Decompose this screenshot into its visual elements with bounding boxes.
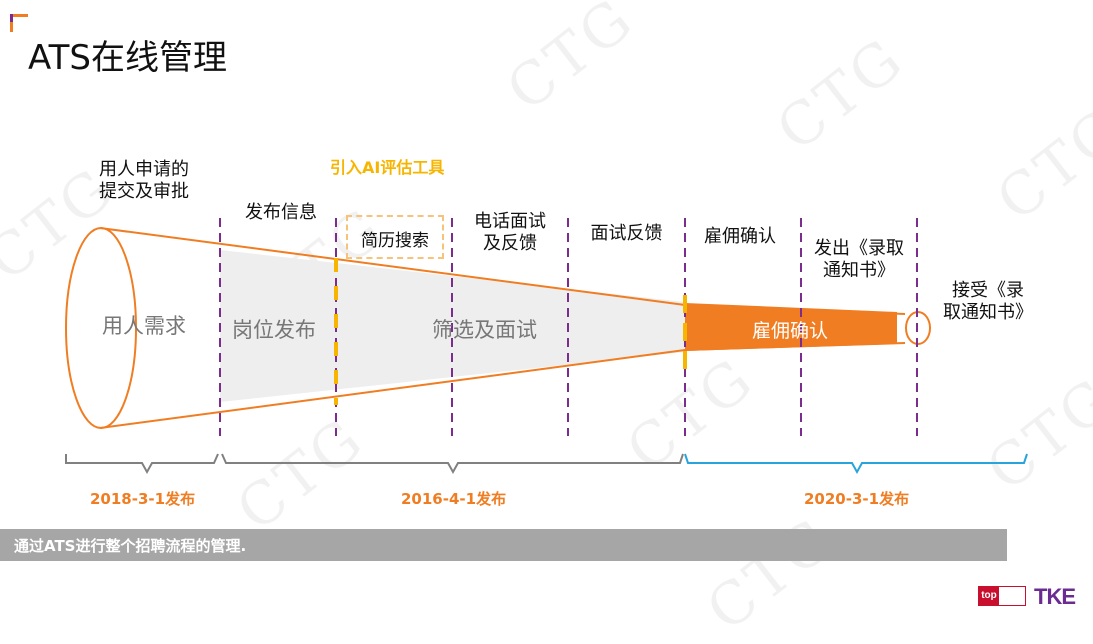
step-send-offer: 发出《录取 通知书》 <box>801 238 917 282</box>
step-apply: 用人申请的 提交及审批 <box>82 159 206 203</box>
step-apply-line1: 用人申请的 <box>99 159 189 180</box>
stage-hire: 雇佣确认 <box>752 320 829 342</box>
step-phone-interview-line1: 电话面试 <box>474 211 546 232</box>
bracket-2020 <box>684 453 1028 475</box>
step-send-offer-line2: 通知书》 <box>823 260 895 281</box>
step-accept-offer-line1: 接受《录 <box>952 280 1024 301</box>
funnel-diagram <box>65 218 1028 475</box>
resume-search-box <box>346 215 444 259</box>
bracket-2018 <box>65 453 219 475</box>
funnel-bottom-line <box>99 342 906 429</box>
release-2020: 2020-3-1发布 <box>804 490 910 508</box>
release-2018: 2018-3-1发布 <box>90 490 196 508</box>
step-apply-line2: 提交及审批 <box>99 181 189 202</box>
tke-logo: TKE <box>1034 584 1076 609</box>
page-title: ATS在线管理 <box>28 38 227 78</box>
summary-banner <box>0 529 1007 561</box>
step-resume-search: 简历搜索 <box>361 231 429 251</box>
ai-tool-label: 引入AI评估工具 <box>330 158 445 177</box>
step-accept-offer-line2: 取通知书》 <box>943 302 1033 323</box>
stage-post: 岗位发布 <box>232 318 316 342</box>
top-employer-logo: top <box>978 586 1026 606</box>
step-phone-interview-line2: 及反馈 <box>483 233 537 254</box>
corner-accent-purple <box>10 14 13 22</box>
corner-accent <box>10 14 28 32</box>
stage-demand: 用人需求 <box>102 314 186 338</box>
bracket-2016 <box>221 453 684 475</box>
funnel-hire-fill <box>685 303 897 351</box>
step-send-offer-line1: 发出《录取 <box>814 238 904 259</box>
funnel-mouth-ellipse <box>65 227 137 429</box>
step-interview-feedback: 面试反馈 <box>590 223 663 244</box>
release-2016: 2016-4-1发布 <box>401 490 507 508</box>
summary-banner-text: 通过ATS进行整个招聘流程的管理. <box>14 537 247 555</box>
step-publish-info: 发布信息 <box>245 202 317 223</box>
top-employer-logo-text: top <box>979 587 999 605</box>
step-hire-confirm: 雇佣确认 <box>704 226 776 247</box>
footer-logos: top TKE <box>976 584 1088 612</box>
step-accept-offer: 接受《录 取通知书》 <box>930 280 1046 324</box>
stage-screen: 筛选及面试 <box>432 318 537 342</box>
step-phone-interview: 电话面试 及反馈 <box>452 211 568 255</box>
